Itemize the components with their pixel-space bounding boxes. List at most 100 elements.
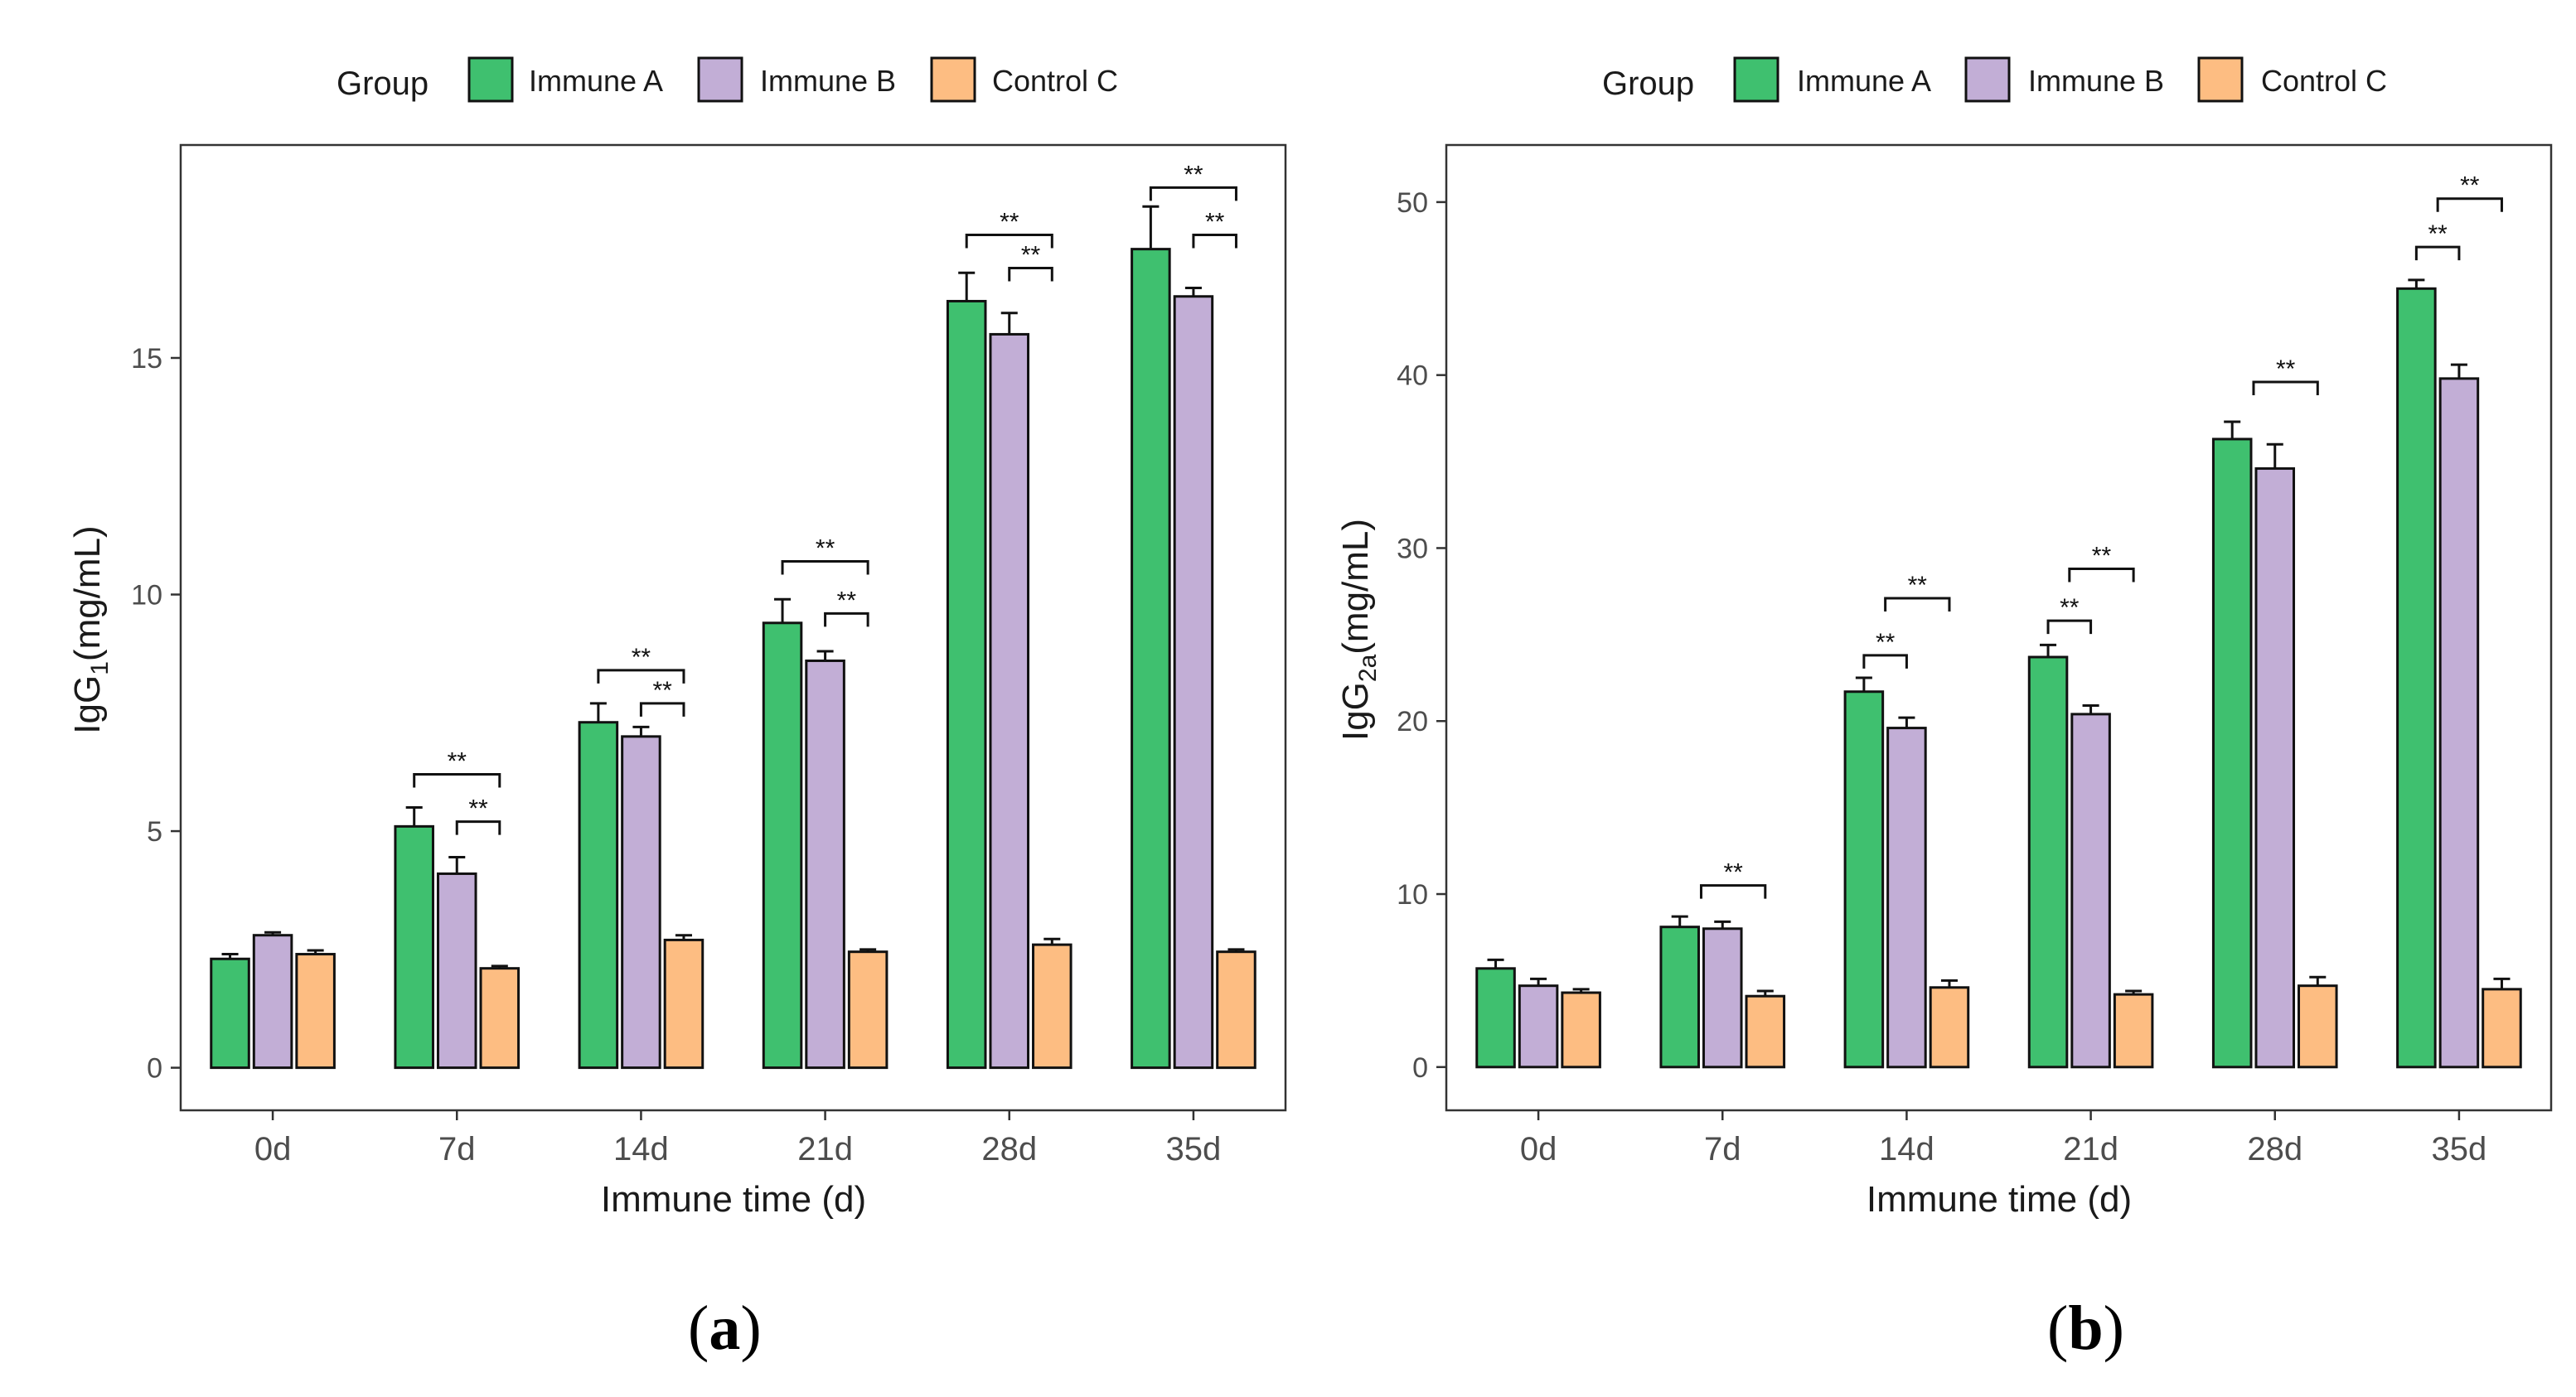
x-tick-label: 7d [438,1131,476,1167]
bar [2482,988,2522,1069]
x-tick-label: 28d [981,1131,1037,1167]
bar [394,824,434,1070]
significance-label: ** [1876,629,1896,656]
significance-label: ** [2428,220,2448,248]
bar [2438,377,2480,1069]
legend-a: Group Immune A Immune B Control C [337,56,1118,103]
bars-b [1475,278,2522,1069]
y-tick-label: 5 [147,816,162,848]
bar [1216,950,1257,1070]
y-tick-label: 10 [1397,879,1428,911]
bar [2027,655,2069,1069]
bar [946,299,987,1070]
plot-area-border-b [1445,143,2553,1112]
panel-caption-b: (b) [2047,1293,2124,1365]
significance-bracket [965,234,1053,249]
y-tick-label: 50 [1397,187,1428,219]
y-axis-a: 0 5 10 15 [131,343,181,1085]
caption-letter: a [709,1293,741,1363]
significance-bracket [2436,197,2503,212]
significance-bracket [2068,568,2135,582]
bar [2254,466,2296,1069]
legend-label-immune-b: Immune B [2028,64,2164,98]
significance-bracket [1699,884,1767,899]
y-tick-label: 0 [1412,1052,1428,1084]
y-axis-b: 0 10 20 30 40 50 [1397,187,1446,1084]
y-title-main-a: IgG [67,675,108,734]
significance-bracket [2252,380,2319,396]
bar [1131,248,1171,1070]
significance-label: ** [1000,209,1019,236]
legend-label-control-c: Control C [992,64,1118,98]
legend-label-immune-a: Immune A [529,64,663,98]
bar [1745,994,1786,1069]
bar [847,950,889,1070]
significance-label: ** [2460,172,2480,200]
caption-close: ) [2103,1293,2124,1363]
x-tick-label: 28d [2247,1131,2302,1167]
significance-a: ******************** [413,161,1237,835]
bars-a [210,205,1257,1070]
significance-bracket [824,611,869,627]
significance-b: ** ** ** ** ** ** ** ** [1699,172,2503,899]
significance-label: ** [1184,161,1203,188]
caption-open: ( [2047,1293,2069,1363]
bar [1659,926,1700,1069]
significance-label: ** [2060,594,2080,621]
bar [295,953,336,1070]
legend-title: Group [337,65,429,102]
bar [1843,690,1885,1069]
significance-label: ** [653,677,673,704]
y-title-sub-a: 1 [86,661,114,675]
bar [762,621,803,1070]
y-title-unit-b: (mg/mL) [1335,519,1376,655]
bar [989,332,1030,1070]
significance-bracket [1149,186,1237,201]
significance-bracket [413,773,501,788]
x-tick-label: 35d [1166,1131,1222,1167]
legend-swatch-control-c [930,56,976,103]
significance-bracket [639,702,685,717]
bar [1702,927,1743,1069]
y-tick-label: 10 [131,580,162,611]
bar [805,659,845,1070]
y-tick-label: 30 [1397,533,1428,564]
x-tick-label: 0d [254,1131,292,1167]
x-tick-label: 14d [613,1131,669,1167]
x-axis-a: 0d 7d 14d 21d 28d 35d [254,1110,1221,1167]
x-tick-label: 0d [1520,1131,1557,1167]
significance-bracket [1884,597,1951,612]
significance-label: ** [1021,241,1041,268]
bar [2070,713,2111,1069]
significance-label: ** [468,795,488,823]
bar [1561,991,1601,1069]
significance-label: ** [1205,209,1225,236]
bar [2396,287,2437,1069]
bar [252,934,293,1070]
x-tick-label: 21d [2063,1131,2118,1167]
significance-label: ** [837,587,857,614]
legend-label-immune-a: Immune A [1797,64,1931,98]
legend-swatch-immune-a [1733,56,1779,103]
plot-area-border-a [179,143,1287,1112]
significance-bracket [597,669,685,684]
legend-b: Group Immune A Immune B Control C [1602,56,2387,103]
significance-bracket [455,820,501,835]
y-axis-title-a: IgG1(mg/mL) [67,525,114,733]
significance-bracket [1862,654,1908,669]
bar [2113,993,2154,1069]
legend-swatch-control-c [2197,56,2244,103]
significance-label: ** [2092,543,2112,570]
significance-bracket [781,560,869,575]
chart-panel-a: Group Immune A Immune B Control C 0 5 10 15… [67,56,1287,1220]
x-tick-label: 21d [797,1131,853,1167]
significance-label: ** [1908,572,1928,599]
y-axis-title-b: IgG2a(mg/mL) [1335,519,1382,741]
bar [1173,295,1214,1070]
significance-label: ** [448,748,467,776]
legend-swatch-immune-b [1964,56,2011,103]
bar [621,735,661,1070]
legend-label-immune-b: Immune B [760,64,896,98]
legend-swatch-immune-b [697,56,743,103]
caption-close: ) [740,1293,762,1363]
